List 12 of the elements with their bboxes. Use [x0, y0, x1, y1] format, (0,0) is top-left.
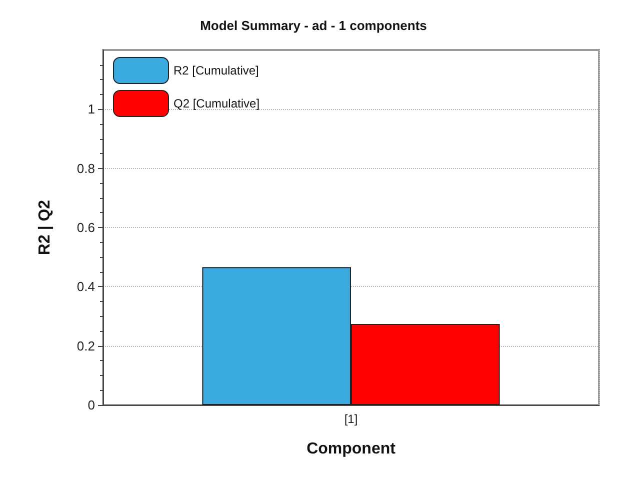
y-axis-title: R2 | Q2 [36, 200, 54, 256]
x-tick-label: [1] [344, 412, 358, 426]
y-tick-label: 0.6 [76, 220, 95, 235]
y-tick-label: 1 [88, 102, 95, 117]
y-tick-label: 0.4 [76, 279, 95, 294]
y-tick-label: 0 [88, 398, 95, 412]
x-axis-title: Component [306, 440, 396, 458]
y-tick-label: 0.8 [76, 160, 95, 176]
chart-title: Model Summary - ad - 1 components [200, 18, 427, 33]
legend-label: R2 [Cumulative] [174, 64, 259, 78]
legend-label: Q2 [Cumulative] [174, 96, 260, 110]
y-tick-label: 0.2 [76, 338, 95, 354]
